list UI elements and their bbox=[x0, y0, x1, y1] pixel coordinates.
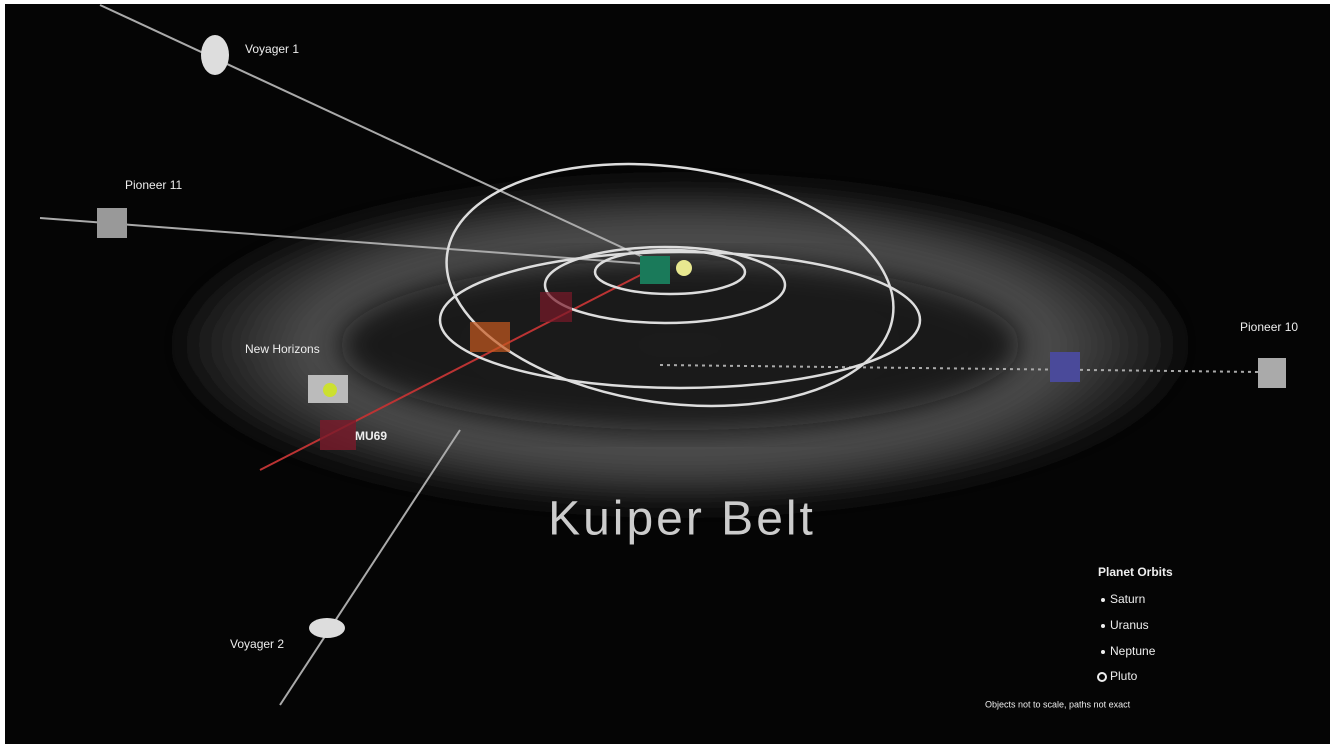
legend-item: Neptune bbox=[1110, 644, 1156, 658]
legend-item: Pluto bbox=[1110, 669, 1138, 683]
legend-item: Saturn bbox=[1110, 592, 1145, 606]
pioneer-10-icon bbox=[1258, 358, 1286, 388]
legend-bullet bbox=[1101, 650, 1105, 654]
spacecraft-label: Voyager 1 bbox=[245, 42, 299, 56]
spacecraft-label: Pioneer 10 bbox=[1240, 320, 1298, 334]
voyager-2-icon bbox=[309, 618, 345, 638]
note: Objects not to scale, paths not exact bbox=[985, 699, 1131, 709]
title: Kuiper Belt bbox=[548, 493, 816, 546]
legend-item: Uranus bbox=[1110, 618, 1149, 632]
legend-bullet bbox=[1101, 624, 1105, 628]
pioneer-10-marker bbox=[1050, 352, 1080, 382]
legend-title: Planet Orbits bbox=[1098, 565, 1173, 579]
sun bbox=[676, 260, 692, 276]
earth-marker bbox=[640, 256, 670, 284]
new-horizons-marker bbox=[323, 383, 337, 397]
encounter-marker bbox=[470, 322, 510, 352]
object-label: MU69 bbox=[355, 429, 387, 443]
spacecraft-label: Pioneer 11 bbox=[125, 178, 182, 192]
mu69-marker bbox=[320, 420, 356, 450]
spacecraft-label: New Horizons bbox=[245, 342, 320, 356]
diagram: Voyager 1 Pioneer 11 New Horizons Pionee… bbox=[0, 0, 1335, 748]
pioneer-11-icon bbox=[97, 208, 127, 238]
encounter-marker bbox=[540, 292, 572, 322]
spacecraft-label: Voyager 2 bbox=[230, 637, 284, 651]
legend-bullet bbox=[1101, 598, 1105, 602]
voyager-1-icon bbox=[201, 35, 229, 75]
